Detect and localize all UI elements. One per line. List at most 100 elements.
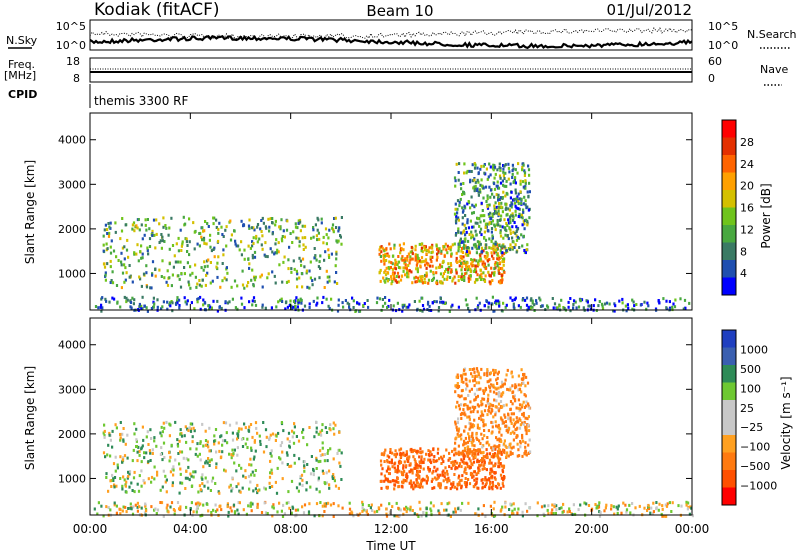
echo-cell <box>528 438 531 442</box>
echo-cell <box>240 253 243 257</box>
echo-cell <box>454 510 457 514</box>
echo-cell <box>280 218 283 222</box>
echo-cell <box>387 467 390 471</box>
echo-cell <box>149 428 152 432</box>
echo-cell <box>418 476 421 480</box>
echo-cell <box>287 431 291 435</box>
echo-cell <box>358 302 361 306</box>
echo-cell <box>515 238 519 242</box>
echo-cell <box>499 509 502 513</box>
echo-cell <box>471 374 474 378</box>
echo-cell <box>502 484 505 488</box>
echo-cell <box>456 421 459 425</box>
echo-cell <box>405 450 408 454</box>
echo-cell <box>470 434 473 438</box>
echo-cell <box>135 439 138 443</box>
echo-cell <box>206 222 209 225</box>
echo-cell <box>203 484 206 488</box>
echo-cell <box>228 485 231 489</box>
echo-cell <box>490 239 493 243</box>
echo-cell <box>106 228 109 231</box>
echo-cell <box>321 453 324 457</box>
echo-cell <box>481 457 484 460</box>
echo-cell <box>115 484 118 488</box>
echo-cell <box>201 422 204 426</box>
echo-cell <box>138 474 141 478</box>
echo-cell <box>253 250 257 254</box>
echo-cell <box>238 248 241 252</box>
echo-cell <box>159 431 162 435</box>
echo-cell <box>500 452 503 456</box>
echo-cell <box>435 279 439 283</box>
echo-cell <box>427 449 430 453</box>
echo-cell <box>458 407 461 411</box>
colorbar-swatch <box>722 382 736 401</box>
nsky-label: N.Sky <box>6 34 38 47</box>
echo-cell <box>480 233 483 237</box>
echo-cell <box>446 480 449 484</box>
echo-cell <box>514 213 517 217</box>
echo-cell <box>254 487 257 491</box>
echo-cell <box>320 217 323 221</box>
echo-cell <box>616 507 619 511</box>
echo-cell <box>199 442 202 445</box>
echo-cell <box>464 252 467 256</box>
echo-cell <box>351 511 354 515</box>
echo-cell <box>506 425 509 429</box>
echo-cell <box>487 397 490 401</box>
echo-cell <box>493 262 497 266</box>
echo-cell <box>471 246 474 250</box>
echo-cell <box>520 377 523 381</box>
echo-cell <box>168 434 171 438</box>
echo-cell <box>509 182 512 186</box>
echo-cell <box>491 254 494 258</box>
echo-cell <box>492 368 495 372</box>
echo-cell <box>496 247 499 251</box>
echo-cell <box>264 241 267 245</box>
echo-cell <box>109 259 112 263</box>
echo-cell <box>551 508 554 512</box>
echo-cell <box>206 502 209 506</box>
echo-cell <box>475 396 478 399</box>
echo-cell <box>160 275 163 278</box>
echo-cell <box>474 450 477 454</box>
echo-cell <box>150 286 153 290</box>
echo-cell <box>114 455 117 459</box>
echo-cell <box>433 300 436 303</box>
echo-cell <box>162 300 165 304</box>
echo-cell <box>231 448 234 452</box>
echo-cell <box>402 512 405 516</box>
echo-cell <box>672 302 675 306</box>
echo-cell <box>199 458 202 462</box>
echo-cell <box>482 264 485 268</box>
echo-cell <box>181 481 184 485</box>
echo-cell <box>188 240 191 244</box>
echo-cell <box>522 377 525 381</box>
echo-cell <box>377 506 380 510</box>
echo-cell <box>459 255 462 259</box>
echo-cell <box>572 303 575 306</box>
echo-cell <box>473 392 476 396</box>
echo-cell <box>339 464 342 468</box>
echo-cell <box>521 244 524 248</box>
echo-cell <box>282 260 285 264</box>
echo-cell <box>423 478 426 482</box>
echo-cell <box>417 464 420 468</box>
echo-cell <box>445 508 448 512</box>
echo-cell <box>256 502 259 506</box>
echo-cell <box>505 179 508 183</box>
echo-cell <box>506 234 509 237</box>
echo-cell <box>180 450 184 454</box>
echo-cell <box>518 409 521 413</box>
echo-cell <box>183 272 186 276</box>
echo-cell <box>518 454 521 458</box>
echo-cell <box>502 170 505 174</box>
echo-cell <box>178 298 181 302</box>
echo-cell <box>522 163 525 167</box>
echo-cell <box>417 257 420 260</box>
echo-cell <box>93 507 96 511</box>
echo-cell <box>200 235 203 239</box>
echo-cell <box>511 169 514 173</box>
echo-cell <box>504 250 508 254</box>
echo-cell <box>522 234 525 238</box>
